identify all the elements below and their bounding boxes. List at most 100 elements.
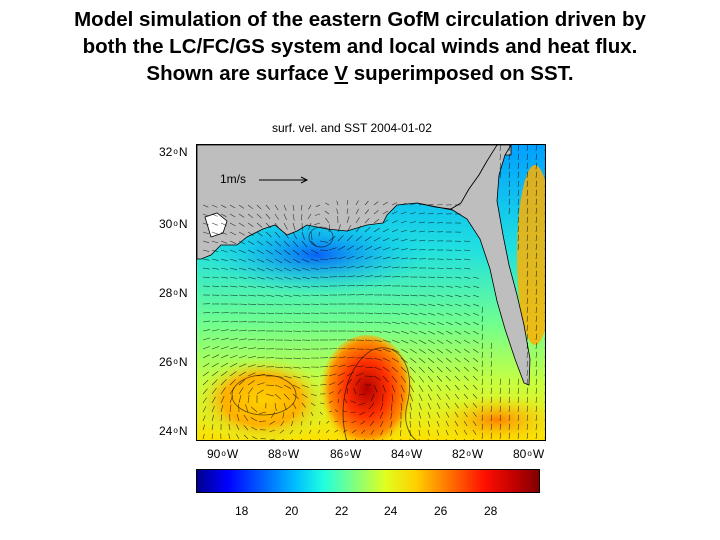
velocity-vector	[202, 240, 210, 244]
velocity-vector	[247, 387, 254, 395]
velocity-vector	[409, 221, 416, 224]
velocity-vector	[299, 429, 303, 435]
velocity-vector	[409, 212, 416, 215]
velocity-vector	[526, 414, 529, 422]
velocity-vector	[291, 438, 294, 440]
velocity-vector	[328, 373, 337, 377]
velocity-vector	[229, 285, 238, 288]
velocity-vector	[283, 258, 292, 264]
velocity-vector	[472, 303, 480, 307]
velocity-vector	[517, 162, 520, 170]
velocity-vector	[391, 366, 399, 373]
lon-label-90w: 90oW	[207, 447, 239, 461]
velocity-vector	[220, 222, 227, 226]
velocity-vector	[364, 200, 369, 206]
velocity-vector	[355, 208, 359, 215]
velocity-vector	[274, 249, 282, 255]
velocity-vector	[211, 329, 220, 332]
velocity-vector	[238, 338, 247, 341]
velocity-vector	[247, 303, 257, 305]
velocity-vector	[391, 357, 399, 363]
velocity-vector	[526, 234, 529, 242]
velocity-vector	[211, 267, 219, 270]
velocity-vector	[526, 324, 529, 332]
velocity-vector	[283, 276, 292, 280]
velocity-vector	[310, 375, 319, 377]
velocity-vector	[535, 207, 538, 215]
velocity-vector	[382, 266, 391, 269]
velocity-vector	[418, 212, 425, 215]
velocity-vector	[364, 265, 373, 269]
velocity-vector	[382, 357, 391, 362]
velocity-vector	[211, 231, 219, 235]
velocity-vector	[364, 284, 374, 287]
velocity-vector	[499, 145, 502, 152]
velocity-vector	[508, 396, 511, 404]
velocity-vector	[202, 415, 206, 422]
velocity-vector	[220, 346, 229, 350]
velocity-vector	[472, 411, 477, 417]
velocity-vector	[436, 204, 443, 206]
velocity-vector	[454, 330, 462, 335]
velocity-vector	[373, 357, 382, 361]
velocity-vector	[364, 339, 373, 342]
velocity-vector	[535, 315, 538, 323]
velocity-vector	[283, 285, 292, 289]
velocity-vector	[269, 438, 276, 440]
lon-label-88w: 88oW	[268, 447, 300, 461]
velocity-vector	[463, 411, 468, 418]
velocity-vector	[517, 378, 520, 386]
velocity-vector	[274, 294, 283, 297]
velocity-vector	[283, 222, 288, 230]
velocity-vector	[391, 321, 400, 325]
velocity-vector	[202, 329, 211, 332]
velocity-vector	[358, 402, 366, 406]
velocity-vector	[265, 276, 274, 280]
lon-label-84w: 84oW	[391, 447, 423, 461]
velocity-vector	[544, 184, 545, 187]
velocity-vector	[328, 400, 333, 404]
velocity-vector	[301, 231, 305, 240]
sst-colorbar	[196, 469, 540, 493]
velocity-vector	[220, 320, 229, 323]
velocity-vector	[251, 426, 258, 431]
velocity-vector	[334, 429, 339, 433]
velocity-vector	[454, 267, 462, 270]
velocity-vector	[544, 292, 545, 295]
velocity-vector	[544, 301, 545, 304]
velocity-vector	[220, 329, 229, 332]
velocity-vector	[229, 258, 237, 262]
velocity-vector	[427, 203, 434, 206]
velocity-vector	[481, 405, 484, 413]
velocity-vector	[265, 384, 275, 386]
velocity-vector	[418, 384, 424, 392]
velocity-vector	[211, 276, 219, 279]
velocity-vector	[256, 258, 265, 263]
velocity-vector	[211, 362, 219, 368]
velocity-vector	[409, 420, 411, 428]
velocity-vector	[301, 420, 303, 426]
velocity-vector	[228, 423, 231, 431]
velocity-vector	[427, 231, 435, 233]
colorbar-tick-28: 28	[484, 504, 498, 518]
velocity-vector	[445, 321, 453, 326]
velocity-vector	[220, 370, 228, 377]
velocity-vector	[463, 312, 471, 316]
velocity-vector	[382, 384, 386, 393]
velocity-vector	[535, 342, 538, 350]
velocity-vector	[472, 285, 480, 288]
velocity-vector	[324, 210, 330, 215]
velocity-vector	[409, 248, 417, 251]
velocity-vector	[400, 267, 409, 269]
velocity-vector	[310, 393, 317, 397]
velocity-vector	[517, 171, 520, 179]
velocity-vector	[409, 239, 417, 242]
velocity-vector	[481, 387, 484, 395]
velocity-vector	[445, 420, 449, 427]
velocity-vector	[211, 337, 220, 341]
velocity-vector	[274, 267, 283, 272]
velocity-vector	[535, 243, 538, 251]
velocity-vector	[454, 384, 460, 391]
velocity-vector	[364, 321, 374, 323]
velocity-vector	[472, 330, 479, 335]
